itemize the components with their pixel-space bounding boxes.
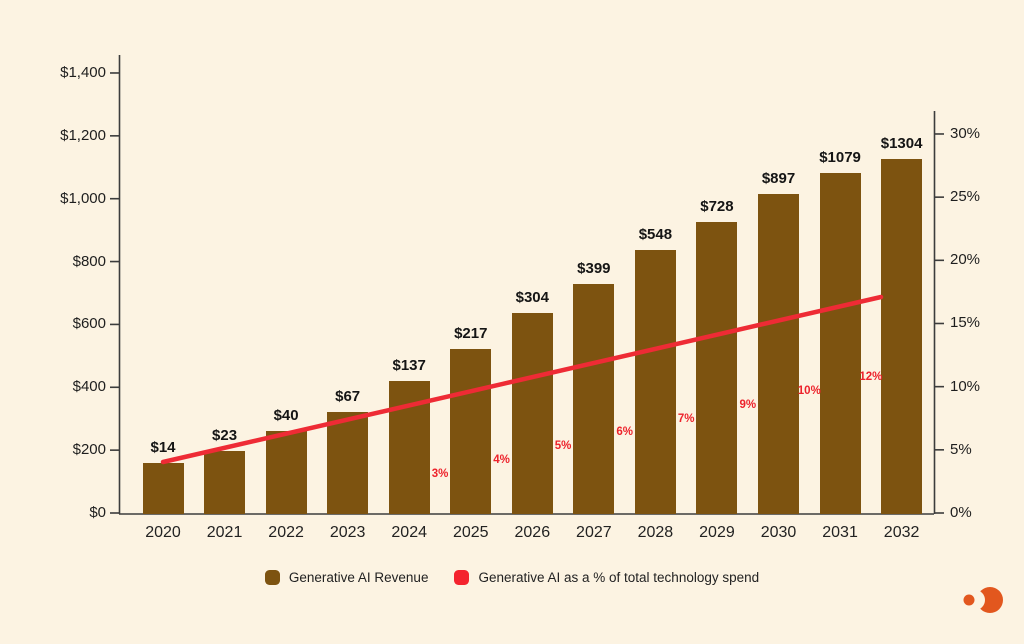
legend-item-percent: Generative AI as a % of total technology… [454, 570, 759, 585]
x-axis-label: 2029 [699, 524, 735, 541]
x-axis-label: 2026 [514, 524, 551, 541]
percent-point-label: 3% [431, 468, 449, 480]
y-axis-label-right: 30% [950, 124, 981, 142]
percent-point-label: 5% [554, 440, 572, 453]
bar-value-label: $137 [392, 357, 426, 374]
bar-value-label: $1304 [880, 135, 923, 152]
y-axis-label-right: 0% [950, 504, 972, 521]
revenue-bar [758, 194, 799, 514]
y-axis-label-left: $1,200 [60, 126, 106, 144]
x-axis-label: 2027 [576, 524, 612, 541]
revenue-bar [573, 284, 615, 514]
percent-point-label: 9% [739, 398, 757, 411]
revenue-bar [327, 412, 369, 514]
bar-value-label: $217 [454, 325, 488, 342]
bar-value-label: $728 [700, 198, 734, 215]
bar-value-label: $304 [515, 289, 549, 306]
revenue-bar [204, 451, 246, 514]
x-axis-label: 2020 [145, 524, 181, 541]
bar-value-label: $548 [638, 226, 673, 243]
y-axis-label-left: $1,400 [60, 63, 106, 81]
bar-value-label: $1079 [819, 149, 861, 166]
revenue-bar [388, 381, 430, 514]
percent-point-label: 4% [493, 454, 510, 467]
x-axis-label: 2021 [206, 524, 243, 541]
y-axis-label-right: 15% [950, 314, 981, 332]
revenue-legend-swatch [264, 570, 280, 585]
bar-value-label: $40 [273, 407, 299, 424]
percent-point-label: 7% [677, 412, 695, 425]
x-axis-label: 2028 [637, 524, 674, 541]
x-axis-label: 2025 [452, 524, 489, 541]
percent-point-label: 6% [616, 426, 633, 439]
revenue-bar [819, 173, 861, 514]
y-axis-label-right: 5% [950, 440, 972, 458]
revenue-bar [881, 159, 923, 514]
x-axis-label: 2030 [760, 524, 797, 541]
percent-legend-swatch [454, 570, 470, 585]
bar-value-label: $67 [335, 388, 361, 405]
y-axis-label-right: 10% [950, 377, 981, 395]
y-axis-label-left: $800 [72, 252, 106, 270]
percent-legend-label: Generative AI as a % of total technology… [478, 570, 760, 585]
x-axis-label: 2031 [822, 524, 858, 541]
bar-value-label: $399 [577, 260, 611, 277]
revenue-bar [696, 222, 738, 514]
revenue-bar [265, 431, 307, 514]
y-axis-label-left: $400 [72, 378, 106, 396]
y-axis-label-left: $200 [72, 441, 106, 459]
y-axis-label-left: $600 [72, 315, 106, 333]
brand-logo-icon [963, 587, 1003, 613]
x-axis-label: 2023 [329, 524, 366, 541]
bar-value-label: $23 [212, 427, 238, 444]
trend-line [160, 294, 884, 465]
y-axis-label-right: 25% [950, 188, 981, 206]
percent-point-label: 12% [859, 371, 883, 383]
x-axis-label: 2032 [883, 524, 920, 541]
legend: Generative AI Revenue Generative AI as a… [0, 570, 1024, 585]
percent-point-label: 10% [797, 384, 821, 397]
bar-value-label: $897 [761, 170, 796, 187]
revenue-legend-label: Generative AI Revenue [288, 570, 429, 585]
legend-item-revenue: Generative AI Revenue [264, 570, 429, 585]
revenue-bar [450, 349, 492, 514]
revenue-bar [142, 463, 184, 514]
revenue-bar [634, 250, 676, 514]
bar-value-label: $14 [150, 439, 176, 456]
x-axis-label: 2024 [391, 524, 427, 541]
revenue-bar [511, 313, 553, 514]
y-axis-label-left: $1,000 [60, 189, 106, 207]
x-axis-label: 2022 [268, 524, 304, 541]
y-axis-label-right: 20% [950, 251, 981, 269]
y-axis-label-left: $0 [89, 504, 106, 521]
